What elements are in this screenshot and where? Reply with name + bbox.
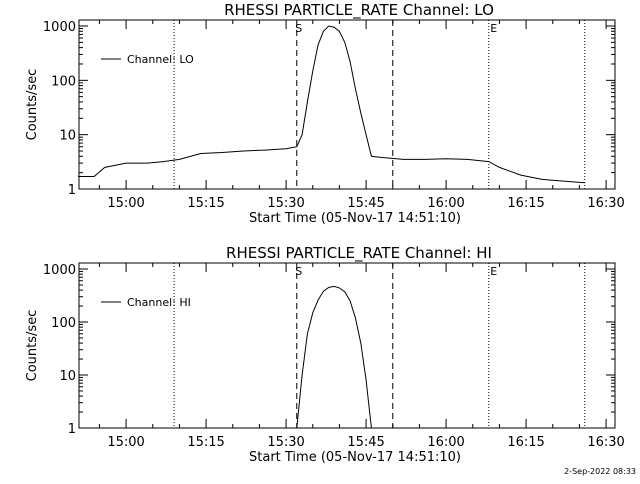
x-tick-label: 15:15	[187, 196, 224, 211]
plot-frame	[78, 19, 616, 190]
x-tick-label: 16:30	[587, 196, 624, 211]
y-tick-label: 100	[51, 316, 76, 331]
x-tick-label: 15:30	[267, 196, 304, 211]
x-tick-label: 15:45	[347, 435, 384, 450]
end-marker: E	[490, 265, 497, 278]
data-series-line	[78, 25, 585, 184]
chart-title: RHESSI PARTICLE_RATE Channel: LO	[224, 1, 494, 20]
x-tick-label: 15:45	[347, 196, 384, 211]
x-tick-label: 16:30	[587, 435, 624, 450]
end-marker: E	[490, 22, 497, 35]
x-axis-label: Start Time (05-Nov-17 14:51:10)	[249, 450, 461, 465]
x-tick-label: 15:30	[267, 435, 304, 450]
plot-frame	[78, 262, 616, 429]
x-tick-label: 15:00	[107, 435, 144, 450]
x-tick-label: 16:15	[507, 435, 544, 450]
y-tick-label: 10	[59, 369, 76, 384]
x-tick-label: 15:15	[187, 435, 224, 450]
legend-label: Channel: LO	[127, 53, 194, 66]
y-tick-label: 1000	[43, 20, 76, 35]
y-tick-label: 100	[51, 74, 76, 89]
x-axis-label: Start Time (05-Nov-17 14:51:10)	[249, 211, 461, 226]
y-axis-label: Counts/sec	[25, 69, 40, 141]
y-tick-label: 10	[59, 129, 76, 144]
y-axis-label: Counts/sec	[25, 310, 40, 382]
chart-panel-lo: RHESSI PARTICLE_RATE Channel: LO 1 10 100 10…	[25, 1, 625, 226]
y-tick-label: 1	[68, 183, 76, 198]
x-tick-label: 16:00	[427, 435, 464, 450]
x-tick-label: 15:00	[107, 196, 144, 211]
footer-timestamp: 2-Sep-2022 08:33	[564, 467, 636, 476]
y-tick-label: 1000	[43, 263, 76, 278]
x-tick-label: 16:15	[507, 196, 544, 211]
data-series-line	[296, 285, 372, 429]
chart-panel-hi: RHESSI PARTICLE_RATE Channel: HI 1 10 100 10…	[25, 244, 625, 465]
x-tick-label: 16:00	[427, 196, 464, 211]
chart-title: RHESSI PARTICLE_RATE Channel: HI	[226, 244, 492, 263]
start-marker: S	[295, 22, 302, 35]
y-tick-label: 1	[68, 422, 76, 437]
legend-label: Channel: HI	[127, 296, 191, 309]
start-marker: S	[295, 265, 302, 278]
